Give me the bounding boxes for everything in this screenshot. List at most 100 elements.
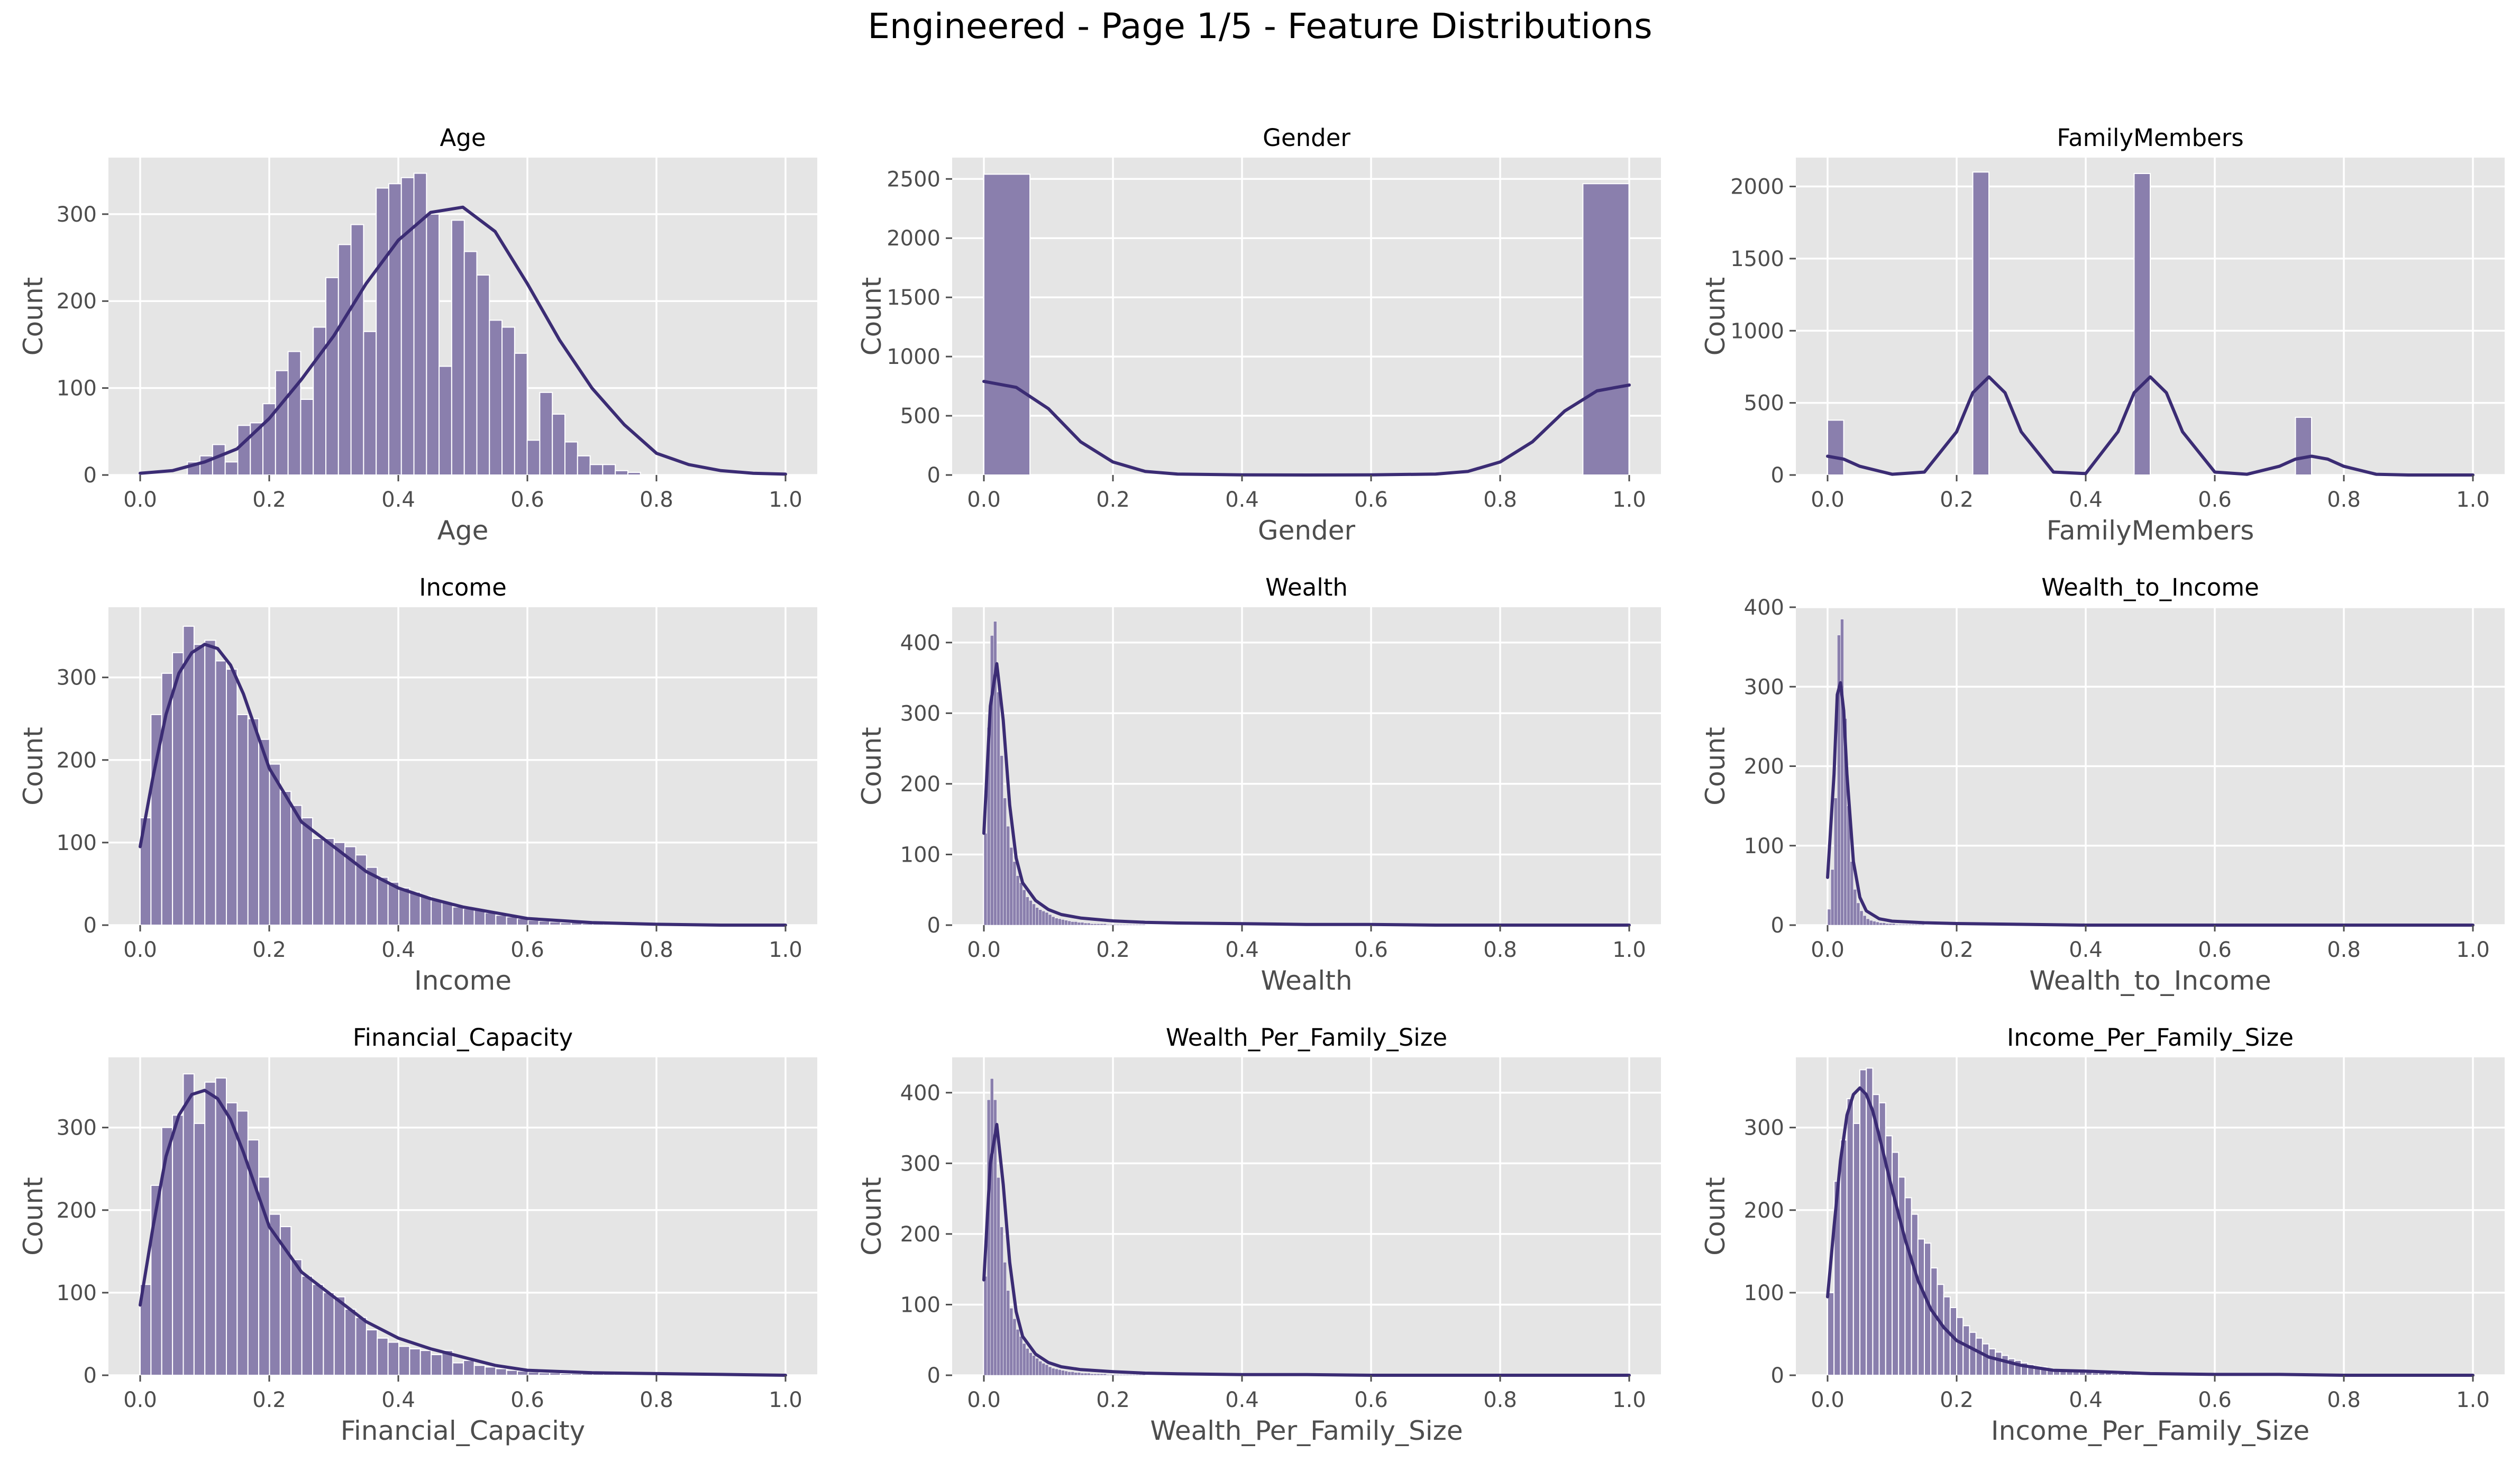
histogram-bar (1042, 910, 1046, 926)
x-tick-label: 0.2 (1096, 938, 1130, 962)
histogram-bar (1097, 1374, 1100, 1376)
histogram-bar (589, 464, 604, 476)
kde-line (982, 380, 1631, 477)
histogram-bar (1012, 861, 1017, 926)
histogram-bar (1859, 1069, 1867, 1376)
histogram-bar (409, 891, 421, 926)
x-tick-label: 0.0 (1811, 488, 1845, 512)
histogram-bar (549, 1372, 561, 1376)
histogram-bar (451, 220, 465, 476)
plot-area (952, 1057, 1661, 1375)
y-tick-label: 500 (1744, 391, 1784, 416)
y-tick-label: 1000 (1730, 319, 1784, 343)
panel-title: Gender (1263, 124, 1350, 152)
histogram-bar (325, 277, 339, 476)
histogram-bar (290, 805, 303, 926)
x-tick-label: 0.2 (1940, 938, 1974, 962)
histogram-bar (1840, 1139, 1848, 1376)
histogram-bar (1902, 924, 1905, 926)
histogram-bar (236, 714, 249, 926)
histogram-bar (1972, 171, 1989, 476)
x-tick-label: 0.6 (2198, 1388, 2232, 1412)
histogram-bar (333, 1296, 346, 1376)
panel-wealth-to-income: 0.0 0.2 0.4 0.6 0.8 1.0 0 100 200 300 400 Wealth_to… (1700, 573, 2505, 996)
histogram-bar (212, 444, 226, 476)
y-axis-label: Count (1700, 277, 1731, 356)
x-tick-label: 1.0 (2456, 938, 2490, 962)
histogram-bar (363, 331, 377, 476)
histogram-bar (1911, 924, 1915, 926)
histogram-bar (1006, 826, 1010, 926)
histogram-bar (1921, 924, 1925, 926)
histogram-bar (355, 1317, 367, 1376)
histogram-bar (1026, 1348, 1029, 1376)
y-tick-label: 1500 (887, 286, 941, 310)
y-tick-label: 100 (57, 377, 97, 401)
histogram-bar (1035, 907, 1039, 926)
histogram-bar (1866, 918, 1870, 926)
histogram-bar (506, 916, 518, 926)
y-axis-label: Count (18, 277, 49, 356)
kde-line (139, 205, 787, 476)
histogram-bar (1876, 921, 1879, 926)
histogram-bar (344, 1309, 357, 1376)
histogram-bar (1852, 1122, 1861, 1376)
histogram-bar (997, 691, 1000, 926)
x-tick-label: 0.6 (1354, 488, 1388, 512)
x-tick-label: 1.0 (1612, 488, 1646, 512)
histogram-bar (1048, 914, 1052, 926)
panel-wealth-per-family-size: 0.0 0.2 0.4 0.6 0.8 1.0 0 100 200 300 400 Wealth_Pe… (856, 1024, 1661, 1446)
panel-title: Income (419, 573, 507, 601)
y-axis-label: Count (18, 1177, 49, 1256)
y-tick-label: 100 (57, 1281, 97, 1305)
histogram-bar (287, 351, 302, 476)
histogram-bar (387, 1341, 399, 1376)
panel-wealth: 0.0 0.2 0.4 0.6 0.8 1.0 0 100 200 300 400 Wealth Wea… (856, 573, 1661, 996)
histogram-bar (983, 1276, 988, 1376)
histogram-bar (1058, 1369, 1062, 1376)
histogram-bar (983, 173, 1031, 476)
x-tick-label: 0.8 (640, 488, 673, 512)
histogram-bar (1840, 619, 1844, 926)
histogram-bar (495, 915, 507, 926)
histogram-bar (1898, 1176, 1906, 1376)
histogram-bar (484, 1366, 497, 1376)
kde-line (1826, 1086, 2475, 1377)
histogram-bar (577, 455, 591, 476)
x-axis-label: Age (437, 515, 489, 546)
x-tick-label: 0.4 (381, 938, 415, 962)
histogram-bar (2001, 1355, 2009, 1376)
panel-title: Financial_Capacity (353, 1024, 573, 1052)
y-tick-label: 300 (57, 666, 97, 690)
histogram-bar (564, 441, 578, 476)
histogram-bar (627, 472, 641, 476)
histogram-bar (1827, 909, 1831, 926)
y-axis-label: Count (18, 727, 49, 806)
histogram-bar (1045, 912, 1049, 926)
x-axis-label: Gender (1258, 515, 1356, 546)
panel-title: Income_Per_Family_Size (2007, 1024, 2294, 1052)
histogram-bar (452, 906, 464, 926)
histogram-bar (377, 876, 389, 926)
y-tick-label: 0 (927, 1364, 941, 1388)
histogram-bar (409, 1348, 421, 1376)
x-tick-label: 0.6 (510, 488, 544, 512)
histogram-bar (431, 900, 443, 926)
x-tick-label: 0.6 (1354, 938, 1388, 962)
histogram-bar (258, 1176, 270, 1376)
histogram-bar (224, 461, 239, 476)
histogram-bar (476, 274, 490, 476)
kde-line (1826, 375, 2475, 477)
histogram-bar (549, 921, 561, 926)
histogram-bar (1905, 924, 1909, 926)
histogram-bar (1093, 1374, 1097, 1376)
histogram-bar (398, 887, 410, 926)
y-tick-label: 200 (900, 772, 941, 797)
histogram-bar (1582, 183, 1630, 476)
x-tick-label: 0.8 (2327, 1388, 2361, 1412)
panel-title: Wealth (1265, 573, 1348, 601)
y-tick-label: 300 (57, 203, 97, 227)
histogram-bar (193, 1122, 206, 1376)
histogram-bar (215, 660, 227, 926)
histogram-bar (1022, 889, 1026, 926)
